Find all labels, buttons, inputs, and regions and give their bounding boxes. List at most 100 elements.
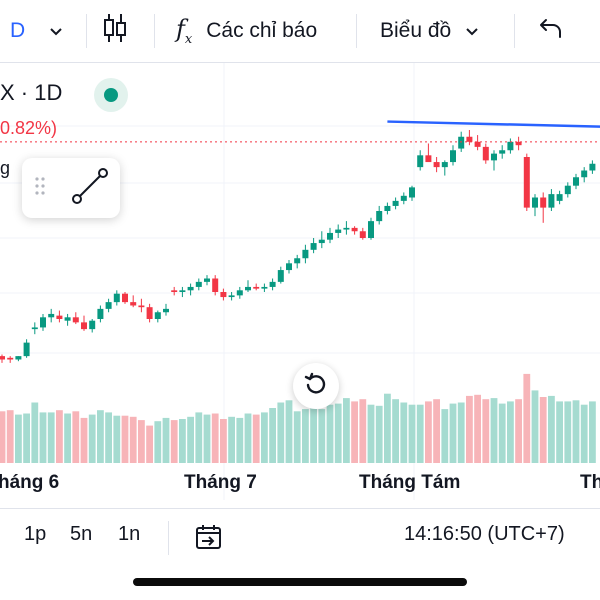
price-chart[interactable] [0, 63, 600, 500]
volume-bar [56, 410, 63, 463]
divider [154, 14, 155, 48]
volume-bar [236, 417, 244, 463]
volume-bar [203, 414, 211, 463]
candle-body [458, 136, 465, 149]
candle-body [105, 302, 112, 309]
volume-bar [285, 400, 293, 463]
candle-body [368, 221, 374, 238]
volume-bar [261, 412, 268, 463]
range-1p-button[interactable]: 1p [24, 523, 47, 545]
candle-body [433, 162, 440, 168]
volume-bar [23, 413, 30, 463]
candle-body [351, 227, 358, 232]
candle-body [417, 155, 424, 168]
candles-icon [102, 11, 128, 51]
candle-body [179, 290, 186, 292]
candle-body [138, 305, 145, 308]
volume-bar [121, 415, 129, 463]
volume-bar [64, 413, 71, 463]
candle-body [450, 150, 456, 163]
reset-icon [303, 371, 329, 402]
volume-bar [482, 399, 490, 463]
trend-line [387, 120, 600, 128]
candle-body [212, 278, 219, 292]
volume-bar [457, 402, 465, 463]
candle-body [72, 317, 79, 323]
candle-body [343, 227, 350, 230]
go-to-date-button[interactable] [194, 523, 224, 557]
candle-body [261, 286, 268, 289]
candle-body [441, 162, 448, 168]
candle-body [236, 290, 243, 296]
reset-chart-button[interactable] [293, 363, 339, 409]
candle-body [384, 205, 391, 211]
candles-button[interactable] [102, 0, 128, 62]
candle-body [564, 185, 571, 195]
volume-bar [343, 398, 350, 463]
candle-body [310, 243, 317, 250]
candle-body [491, 153, 497, 161]
indicators-label: Các chỉ báo [206, 19, 318, 42]
volume-bar [564, 401, 572, 463]
volume-bar [507, 401, 514, 463]
volume-bar [154, 421, 162, 463]
candle-body [474, 141, 481, 147]
volume-bar [15, 414, 22, 463]
volume-bar [318, 409, 326, 463]
range-1n-button[interactable]: 1n [118, 523, 141, 545]
volume-bar [72, 411, 80, 463]
volume-bar [244, 413, 252, 463]
volume-bar [302, 409, 309, 463]
candle-body [7, 357, 14, 360]
divider [356, 14, 357, 48]
candle-body [581, 170, 588, 178]
candle-body [359, 231, 366, 238]
drag-handle-icon[interactable] [34, 176, 46, 201]
symbol-text: D [10, 19, 26, 42]
range-5n-button[interactable]: 5n [70, 523, 93, 545]
candle-body [15, 356, 22, 360]
chart-type-button[interactable]: Biểu đồ [380, 0, 479, 62]
volume-bar [572, 400, 580, 463]
volume-bars [0, 373, 596, 463]
indicators-button[interactable]: fx Các chỉ báo [176, 0, 317, 62]
volume-bar [31, 402, 39, 463]
symbol-selector[interactable]: D [10, 0, 63, 62]
volume-bar [179, 419, 186, 463]
candle-body [515, 141, 522, 146]
volume-bar [228, 416, 235, 463]
volume-bar [211, 413, 219, 463]
candle-body [31, 327, 38, 330]
top-toolbar: D fx Các chỉ báo Biểu đồ [0, 0, 600, 63]
volume-bar [392, 399, 399, 463]
legend-label-fragment: g [0, 158, 11, 178]
volume-bar [359, 399, 367, 463]
candle-body [392, 200, 399, 206]
candle-body [97, 308, 104, 319]
chart-area[interactable] [0, 63, 600, 500]
volume-bar [334, 403, 342, 463]
candle-body [146, 307, 153, 319]
market-status-badge[interactable] [94, 78, 128, 112]
volume-bar [408, 404, 416, 463]
bottom-bar: 1p 5n 1n 14:16:50 (UTC+7) [0, 508, 600, 565]
volume-bar [47, 412, 55, 463]
volume-bar [515, 399, 522, 463]
volume-bar [441, 409, 449, 463]
candle-body [269, 281, 276, 287]
clock-timezone[interactable]: 14:16:50 (UTC+7) [404, 523, 565, 545]
candle-body [540, 197, 547, 208]
candle-body [113, 293, 120, 303]
candle-body [163, 308, 169, 313]
volume-bar [539, 397, 547, 463]
candles [0, 130, 596, 363]
trend-line-tool-icon[interactable] [70, 166, 110, 211]
volume-bar [220, 419, 227, 463]
volume-bar [187, 416, 194, 463]
undo-button[interactable] [538, 0, 564, 62]
volume-bar [88, 414, 96, 463]
volume-bar [310, 405, 317, 463]
candle-body [573, 177, 579, 186]
divider [514, 14, 515, 48]
candle-body [23, 342, 30, 357]
